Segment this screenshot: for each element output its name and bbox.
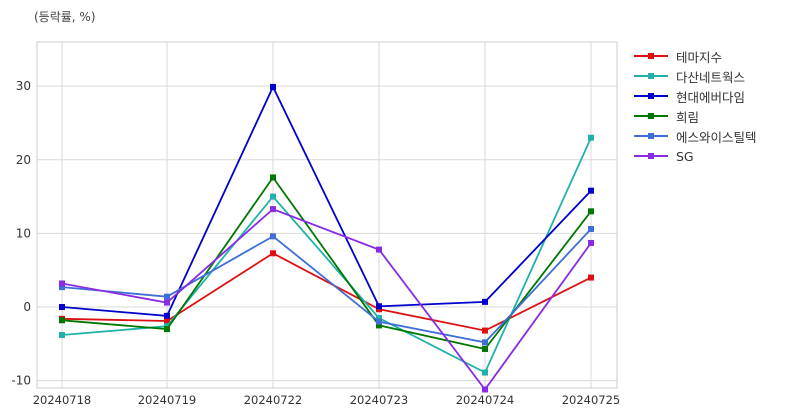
legend-swatch (634, 50, 668, 62)
series-line (61, 84, 592, 317)
data-point (270, 174, 276, 181)
data-point (482, 327, 488, 334)
legend-item: 에스와이스틸텍 (634, 126, 757, 146)
series-다산네트웍스 (59, 134, 594, 376)
y-tick-label: 0 (23, 300, 31, 314)
data-point (59, 304, 65, 311)
legend-item: 현대에버다임 (634, 86, 757, 106)
data-point (376, 315, 382, 322)
series-희림 (59, 174, 594, 352)
data-point (270, 193, 276, 200)
x-tick-label: 20240718 (33, 393, 92, 407)
plot-frame (36, 41, 618, 389)
y-tick-label: 20 (16, 153, 31, 167)
data-point (376, 246, 382, 253)
series-line (61, 228, 592, 344)
data-point (482, 298, 488, 305)
legend-swatch (634, 90, 668, 102)
series-line (61, 208, 592, 392)
legend-swatch (634, 150, 668, 162)
legend-label: SG (676, 148, 694, 164)
series-line (61, 137, 592, 374)
data-point (164, 299, 170, 306)
legend-item: 희림 (634, 106, 757, 126)
legend-label: 희림 (676, 109, 700, 125)
legend-label: 에스와이스틸텍 (676, 129, 757, 145)
series-테마지수 (59, 250, 594, 334)
data-point (588, 208, 594, 215)
data-point (482, 386, 488, 393)
x-axis: 20240718 20240719 20240722 20240723 20240724… (33, 393, 621, 407)
legend-label: 다산네트웍스 (676, 69, 746, 85)
legend-swatch (634, 70, 668, 82)
data-point (164, 318, 170, 325)
unit-label: (등락률, %) (34, 10, 96, 24)
legend-swatch (634, 110, 668, 122)
y-tick-label: 10 (16, 226, 31, 240)
series-에스와이스틸텍 (59, 225, 594, 346)
x-tick-label: 20240719 (138, 393, 197, 407)
y-tick-label: 30 (16, 79, 31, 93)
data-point (588, 187, 594, 194)
data-point (164, 312, 170, 319)
data-point (59, 331, 65, 338)
grid (37, 42, 617, 388)
y-tick-label: -10 (11, 374, 31, 388)
data-point (588, 225, 594, 232)
x-tick-label: 20240725 (562, 393, 621, 407)
data-point (164, 293, 170, 300)
series-line (61, 175, 592, 351)
legend-item: 다산네트웍스 (634, 66, 757, 86)
x-tick-label: 20240723 (350, 393, 409, 407)
data-point (59, 280, 65, 287)
data-point (270, 83, 276, 90)
data-point (376, 318, 382, 325)
y-axis: -10 0 10 20 30 (11, 79, 31, 387)
series-layer (59, 83, 594, 393)
data-point (270, 233, 276, 240)
x-tick-label: 20240724 (456, 393, 515, 407)
legend-label: 테마지수 (676, 49, 723, 65)
data-point (588, 134, 594, 141)
legend-swatch (634, 130, 668, 142)
data-point (270, 250, 276, 257)
data-point (164, 326, 170, 333)
series-line (61, 252, 592, 332)
data-point (482, 339, 488, 346)
data-point (270, 206, 276, 213)
data-point (482, 369, 488, 376)
legend-label: 현대에버다임 (676, 89, 746, 105)
legend-item: 테마지수 (634, 46, 757, 66)
data-point (59, 284, 65, 291)
series-현대에버다임 (59, 83, 594, 319)
data-point (376, 303, 382, 310)
data-point (588, 239, 594, 246)
series-SG (59, 206, 594, 393)
data-point (59, 317, 65, 324)
x-tick-label: 20240722 (244, 393, 303, 407)
data-point (482, 345, 488, 352)
data-point (376, 322, 382, 329)
legend-item: SG (634, 146, 757, 166)
data-point (588, 274, 594, 281)
